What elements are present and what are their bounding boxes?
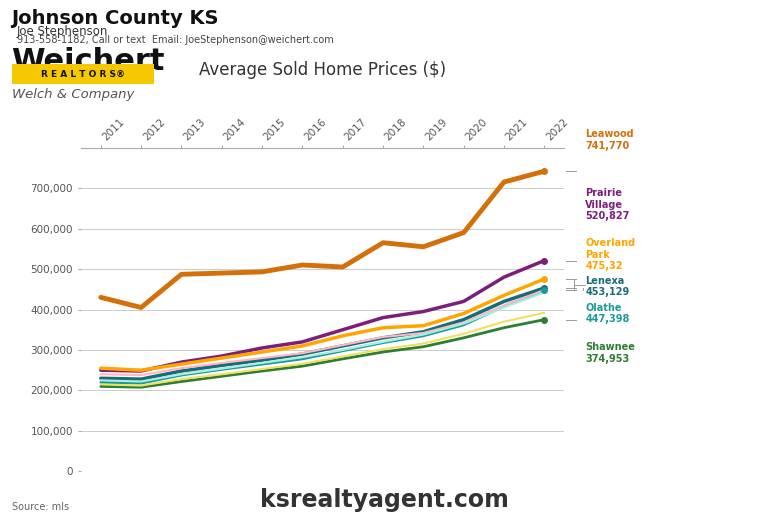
Text: Prairie
Village
520,827: Prairie Village 520,827 (585, 188, 630, 221)
Text: R E A L T O R S®: R E A L T O R S® (41, 69, 124, 79)
Text: Joe Stephenson: Joe Stephenson (17, 25, 108, 38)
Text: Shawnee
374,953: Shawnee 374,953 (585, 342, 635, 364)
Text: Leawood
741,770: Leawood 741,770 (585, 129, 634, 151)
Text: Weichert: Weichert (12, 47, 165, 76)
Text: ksrealtyagent.com: ksrealtyagent.com (260, 488, 508, 512)
Text: Welch & Company: Welch & Company (12, 88, 134, 101)
Text: Johnson County KS: Johnson County KS (12, 9, 219, 28)
Title: Average Sold Home Prices ($): Average Sold Home Prices ($) (199, 62, 446, 79)
Text: Overland
Park
475,32: Overland Park 475,32 (585, 238, 635, 271)
Text: Source: mls: Source: mls (12, 502, 68, 512)
Text: 913-558-1182, Call or text  Email: JoeStephenson@weichert.com: 913-558-1182, Call or text Email: JoeSte… (17, 35, 333, 45)
Text: Olathe
447,398: Olathe 447,398 (585, 303, 630, 324)
Text: Lenexa
453,129: Lenexa 453,129 (585, 276, 630, 297)
